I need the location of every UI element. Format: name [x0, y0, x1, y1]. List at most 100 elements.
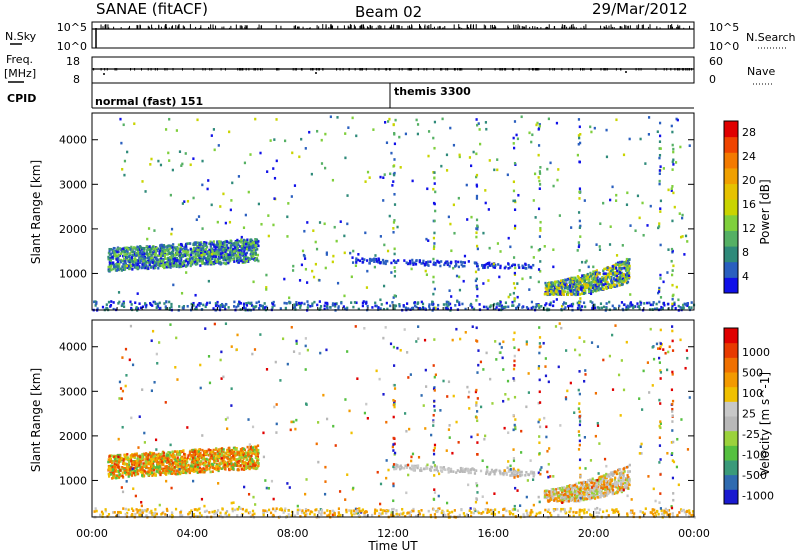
velocity-cell [156, 470, 159, 474]
power-cell [366, 259, 369, 262]
velocity-cell [184, 471, 187, 474]
velocity-cell [219, 449, 222, 452]
power-ground [511, 304, 514, 307]
power-noise [120, 141, 123, 145]
power-cell [615, 278, 618, 282]
power-cell [128, 264, 131, 268]
power-cell [237, 259, 241, 262]
velocity-cell [117, 463, 120, 467]
power-noise [291, 269, 295, 272]
velocity-cell [125, 473, 128, 476]
power-stripe-2 [475, 173, 479, 177]
power-cell [608, 275, 611, 278]
velocity-cell [219, 447, 222, 451]
power-cell [251, 245, 255, 248]
power-cell [569, 279, 572, 282]
velocity-cell [107, 472, 111, 476]
power-ground [242, 303, 246, 307]
power-cell [214, 247, 217, 251]
power-cell [162, 244, 166, 247]
power-cell [599, 287, 602, 290]
velocity-cell [154, 457, 157, 460]
power-colorbar-tick-6: 28 [742, 126, 756, 139]
power-noise [671, 297, 674, 301]
power-cell [171, 254, 174, 258]
power-cell [118, 254, 122, 257]
power-ground [325, 301, 329, 305]
power-stripe-2 [476, 247, 479, 251]
power-ground [552, 300, 555, 303]
power-cell [593, 276, 596, 279]
velocity-cell [197, 457, 201, 461]
power-noise [398, 135, 401, 139]
power-cell [141, 252, 144, 256]
power-noise [452, 143, 456, 147]
power-cell [573, 292, 576, 296]
velocity-cell [238, 459, 241, 462]
power-cell [198, 259, 201, 262]
velocity-cell [249, 463, 252, 466]
velocity-cell [197, 450, 201, 454]
power-ground [563, 307, 566, 311]
power-ground [686, 302, 689, 305]
power-noise [272, 223, 275, 227]
power-noise [580, 260, 584, 264]
power-cell [440, 260, 443, 263]
power-stripe-5 [578, 243, 581, 247]
power-cell [454, 260, 457, 263]
power-noise [343, 234, 346, 238]
power-ground [667, 307, 670, 311]
power-ground [329, 305, 332, 309]
velocity-cell [155, 459, 158, 462]
power-cell [162, 247, 165, 251]
power-cell [108, 250, 111, 253]
power-cell [512, 263, 515, 266]
power-ground [345, 308, 348, 311]
power-cell [214, 245, 217, 249]
power-stripe-6 [658, 172, 661, 176]
power-cell [232, 247, 235, 251]
power-stripe-3 [513, 120, 517, 123]
power-cell [586, 278, 589, 281]
power-cell [527, 265, 531, 269]
power-cell [232, 252, 236, 256]
power-cell [369, 259, 372, 262]
velocity-cell [147, 455, 150, 459]
power-cell [624, 268, 628, 272]
power-cell [494, 264, 497, 267]
power-noise [634, 229, 637, 233]
power-noise [628, 137, 631, 141]
power-cell [589, 281, 592, 284]
velocity-cell [156, 454, 160, 458]
power-cell [201, 247, 205, 250]
power-ground [94, 304, 97, 307]
velocity-cell [233, 453, 236, 457]
power-cell [548, 293, 552, 296]
power-cell [167, 260, 170, 264]
power-cell [221, 246, 224, 249]
velocity-cell [154, 473, 157, 476]
velocity-cell [230, 462, 233, 465]
power-cell [110, 268, 113, 272]
power-noise [458, 153, 461, 157]
power-noise [452, 203, 455, 207]
power-noise [649, 204, 652, 208]
power-cell [620, 283, 623, 287]
power-ground [144, 302, 147, 305]
power-cell [164, 263, 167, 266]
velocity-cell [217, 467, 220, 471]
power-noise [384, 121, 387, 124]
power-cell [432, 261, 436, 264]
power-cell [179, 248, 182, 251]
power-stripe-4 [539, 226, 542, 230]
power-cell [368, 257, 372, 261]
power-ground [353, 301, 357, 304]
freq-outlier-2 [625, 71, 627, 73]
power-cell [144, 266, 147, 270]
velocity-cell [256, 452, 260, 456]
velocity-cell [128, 468, 132, 471]
power-stripe-0 [392, 296, 395, 299]
power-cell [608, 266, 611, 270]
power-ground [262, 306, 265, 310]
velocity-cell [215, 459, 218, 463]
